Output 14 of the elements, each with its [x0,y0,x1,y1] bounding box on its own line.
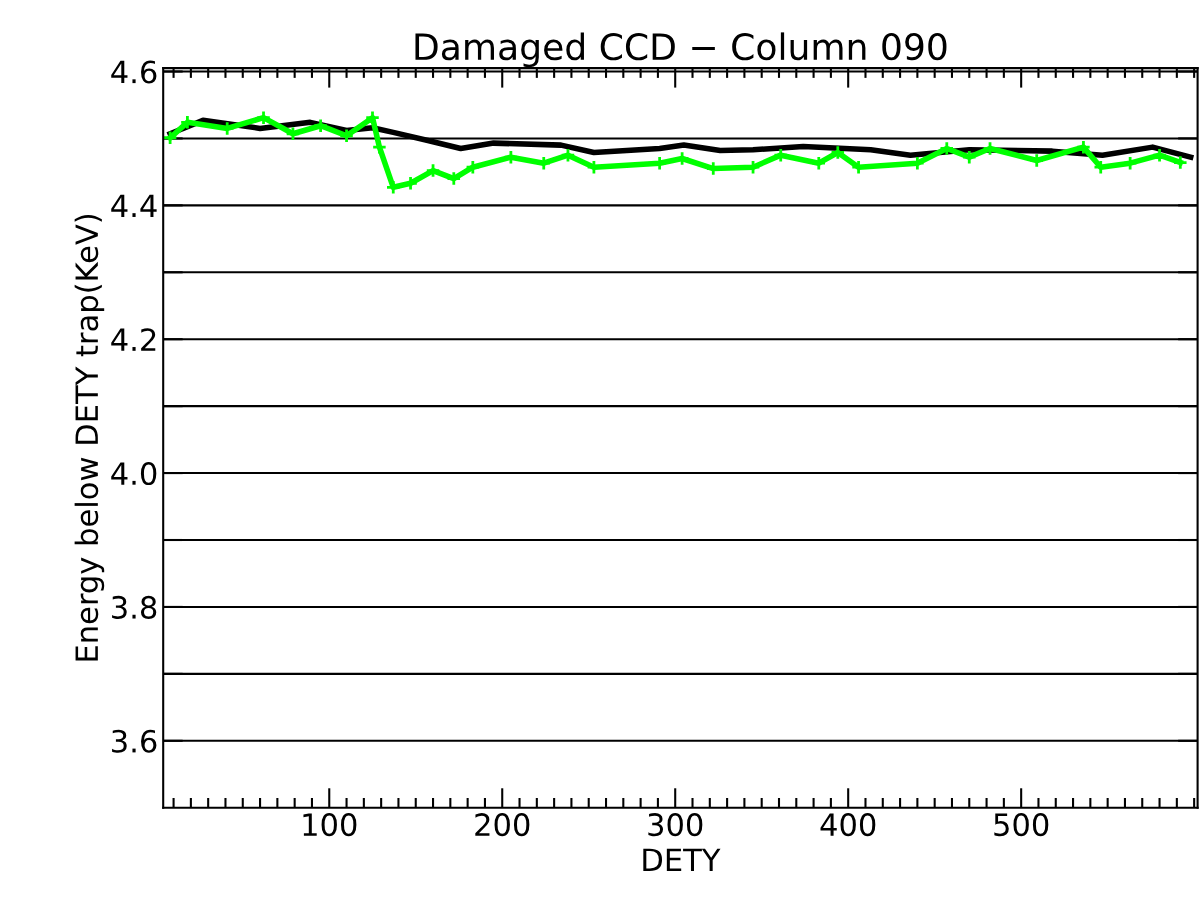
x-tick-label: 200 [475,813,530,837]
y-axis-title: Energy below DETY trap(KeV) [74,214,105,661]
y-tick-label: 4.6 [111,60,157,84]
x-tick-label: 100 [303,813,357,837]
y-tick-label: 3.8 [112,595,157,619]
x-tick-label: 400 [820,813,876,837]
y-tick-label: 4.2 [111,328,156,351]
x-axis-title: DETY [643,848,721,871]
y-tick-label: 3.6 [112,729,157,753]
x-tick-label: 500 [994,813,1049,837]
y-tick-label: 4.0 [111,462,157,486]
x-tick-label: 300 [648,813,703,837]
chart-title: Damaged CCD − Column 090 [415,32,947,68]
y-tick-label: 4.4 [111,194,157,217]
